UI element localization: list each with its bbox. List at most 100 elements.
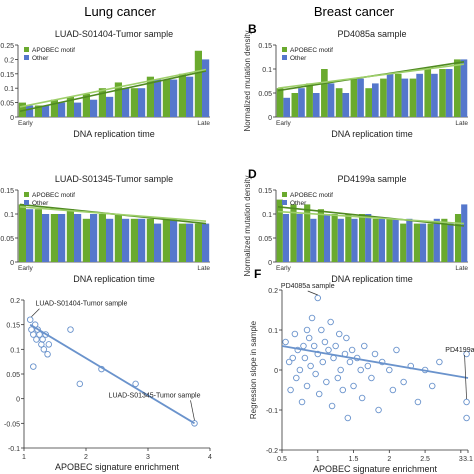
legend-label: Other [290,200,307,207]
bar [66,96,74,117]
x-start-label: Early [276,265,292,272]
data-point [42,331,49,338]
chart-title: PD4199a sample [337,174,406,184]
data-point [368,374,375,382]
legend-label: Other [32,55,49,62]
bar [34,209,42,262]
bar [186,223,194,262]
y-tick-label: 0.05 [0,236,14,243]
bar [378,218,386,262]
data-point [314,350,322,358]
data-point [314,294,322,302]
data-point [428,382,436,390]
bar [98,214,106,262]
y-tick-label: 0.1 [10,347,20,354]
y-tick-label: 0.15 [258,43,272,50]
x-tick-label: 2 [387,456,391,463]
data-point [364,362,372,370]
data-point [36,331,43,338]
data-point [463,350,470,358]
x-tick-label: 0.5 [277,456,287,463]
data-point [357,366,364,374]
x-start-label: Early [18,265,34,272]
data-point [436,358,443,366]
bar [42,214,50,262]
bar [306,83,313,117]
legend-swatch [282,200,287,205]
data-point [335,330,343,338]
bar [82,218,90,262]
bar [50,214,58,262]
data-point [463,398,470,406]
y-tick-label: -0.1 [266,408,278,415]
bar [357,78,364,117]
data-point [414,398,422,406]
x-end-label: Late [455,265,468,272]
bar [282,214,290,262]
bar [317,209,324,262]
data-point [287,386,294,394]
bar [427,223,434,262]
panel-f: F -0.2 -0.1 0 0.1 0.2 Regression slope in samp… [249,267,474,474]
data-point [327,318,334,326]
bar [420,223,427,262]
data-point [389,386,397,394]
bar [345,214,352,262]
bar [202,59,210,117]
legend-swatch [282,55,287,60]
bar [447,223,454,262]
trend-line [29,323,195,425]
data-point [421,366,429,374]
bar [138,88,146,117]
x-tick-label: 3 [146,454,150,461]
data-point [312,370,319,378]
y-tick-label: 0.05 [0,101,14,108]
bar [283,97,291,117]
y-tick-label: 0.1 [268,328,278,335]
bar [98,88,106,117]
data-point [400,378,407,386]
y-tick-label: 0.1 [4,86,14,93]
data-point [332,342,339,350]
data-point [321,338,329,346]
bar [445,69,453,117]
bar [122,218,130,262]
y-tick-label: 0.05 [258,236,272,243]
chart-title: PD4085a sample [337,29,406,39]
data-point [76,380,84,388]
data-point [39,336,46,343]
bar [365,214,372,262]
data-point [294,346,301,354]
bar [194,50,202,118]
x-tick-label: 1 [316,456,320,463]
bar [335,88,343,117]
bar [26,105,34,117]
legend-label: Other [32,200,49,207]
panel-letter: F [254,267,261,281]
data-point [319,358,327,366]
data-point [303,382,311,390]
data-point [282,338,289,346]
y-tick-label: -0.1 [8,446,20,453]
x-end-label: Late [197,265,210,272]
bar [146,76,154,117]
y-tick-label: 0.15 [0,72,14,79]
data-point [346,358,354,366]
bar [178,73,186,117]
data-point [26,316,34,323]
y-tick-label: -0.05 [4,421,20,428]
panel-b: B 0 0.05 0.1 0.15 Normalized mutation density… [243,22,468,139]
data-point [371,350,379,358]
x-end-label: Late [197,120,210,127]
y-tick-label: 0.1 [262,67,272,74]
data-point [98,365,105,373]
bar [202,223,210,262]
bar [106,96,114,117]
bar [461,204,468,262]
bar [18,102,26,117]
data-point [353,354,361,362]
bar [394,73,402,117]
y-tick-label: 0.1 [4,212,14,219]
bar [114,214,122,262]
